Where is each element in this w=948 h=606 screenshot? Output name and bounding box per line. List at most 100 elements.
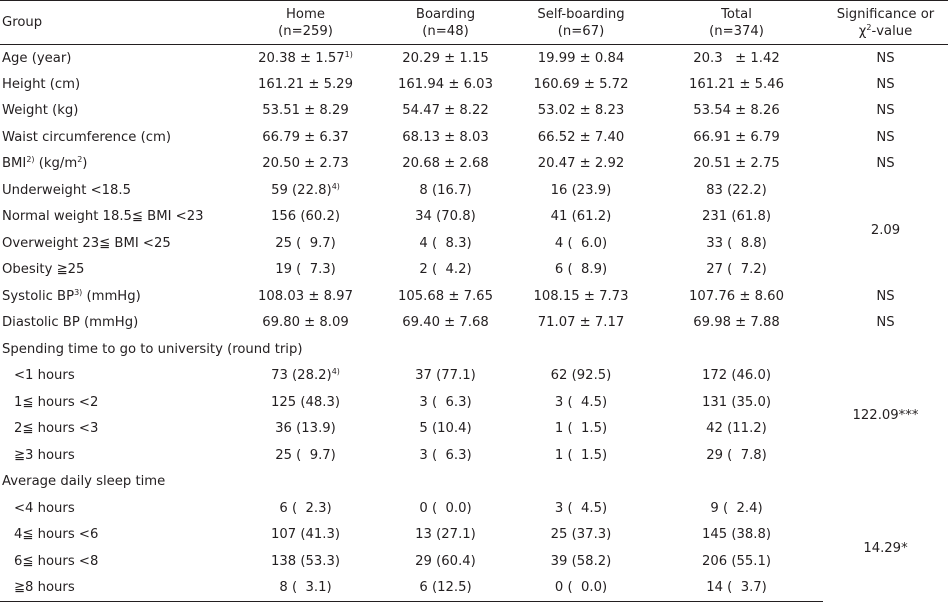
cell-significance-group: 122.09*** — [852, 408, 919, 423]
table-row: 6≦ hours <8 138 (53.3) 29 (60.4) 39 (58.2) 2… — [0, 548, 948, 575]
cell-boarding: 54.47 ± 8.22 — [379, 98, 512, 125]
header-sig-line1: Significance or — [836, 6, 935, 22]
cell-boarding-value: 20.68 ± 2.68 — [402, 156, 489, 172]
header-significance: Significance or χ2-value — [823, 0, 948, 45]
cell-total: 206 (55.1) — [650, 548, 823, 575]
cell-home: 69.80 ± 8.09 — [232, 310, 379, 337]
header-group: Group — [0, 0, 232, 45]
header-sig-sup: 2 — [866, 22, 872, 32]
cell-home: 108.03 ± 8.97 — [232, 283, 379, 310]
row-label: Underweight <18.5 — [2, 182, 131, 198]
row-label-label-mid: (kg/m — [34, 156, 78, 172]
header-sig-chi: χ — [858, 23, 867, 39]
row-label: 1≦ hours <2 — [14, 394, 99, 410]
header-row: Group Home (n=259) Boarding (n=48) Self-bo… — [0, 0, 948, 45]
cell-self-value: 39 (58.2) — [550, 553, 612, 569]
table-row: Spending time to go to university (round… — [0, 336, 948, 363]
cell-total-value: 161.21 ± 5.46 — [689, 76, 784, 92]
table-row: Underweight <18.5 59 (22.8)4) 8 (16.7) 16 (… — [0, 177, 948, 237]
cell-total: 42 (11.2) — [650, 416, 823, 443]
cell-home: 73 (28.2)4) — [232, 363, 379, 390]
header-sig-line2: χ2-value — [823, 23, 948, 40]
cell-total-value: 20.3 ± 1.42 — [693, 50, 780, 66]
table-row: <4 hours 6 ( 2.3) 0 ( 0.0) 3 ( 4.5) 9 ( 2.4)… — [0, 495, 948, 556]
cell-boarding-value: 2 ( 4.2) — [419, 262, 472, 278]
row-label-label-sup2: 2 — [77, 155, 83, 165]
cell-home-value: 125 (48.3) — [270, 394, 340, 410]
cell-boarding-value: 34 (70.8) — [415, 209, 476, 225]
cell-boarding: 8 (16.7) — [379, 177, 512, 204]
cell-self: 19.99 ± 0.84 — [512, 45, 650, 72]
cell-boarding: 68.13 ± 8.03 — [379, 124, 512, 151]
header-total-n: (n=374) — [709, 23, 764, 39]
cell-self-value: 25 (37.3) — [550, 527, 612, 543]
cell-self: 160.69 ± 5.72 — [512, 71, 650, 98]
table-row: 2≦ hours <3 36 (13.9) 5 (10.4) 1 ( 1.5) 42 (… — [0, 416, 948, 443]
cell-significance-group: 14.29* — [863, 540, 908, 556]
cell-self-value: 20.47 ± 2.92 — [537, 156, 625, 172]
row-label: 2≦ hours <3 — [14, 421, 99, 437]
cell-total: 145 (38.8) — [650, 522, 823, 549]
cell-home-value: 25 ( 9.7) — [275, 235, 336, 251]
cell-boarding-value: 105.68 ± 7.65 — [398, 288, 493, 304]
cell-home-value: 69.80 ± 8.09 — [262, 315, 349, 331]
cell-total-value: 172 (46.0) — [701, 368, 771, 384]
cell-total-value: 69.98 ± 7.88 — [693, 315, 780, 331]
cell-boarding-value: 3 ( 6.3) — [419, 394, 472, 410]
cell-boarding: 34 (70.8) — [379, 204, 512, 231]
cell-boarding: 3 ( 6.3) — [379, 389, 512, 416]
cell-total: 161.21 ± 5.46 — [650, 71, 823, 98]
table-row: Systolic BP3) (mmHg) 108.03 ± 8.97 105.68 … — [0, 283, 948, 310]
cell-boarding-value: 0 ( 0.0) — [419, 500, 472, 516]
cell-boarding-value: 4 ( 8.3) — [419, 235, 472, 251]
table-row: Height (cm) 161.21 ± 5.29 161.94 ± 6.03 160… — [0, 71, 948, 98]
table-row: 1≦ hours <2 125 (48.3) 3 ( 6.3) 3 ( 4.5) 131… — [0, 389, 948, 416]
cell-boarding-value: 6 (12.5) — [419, 580, 472, 595]
row-label: Normal weight 18.5≦ BMI <23 — [2, 209, 204, 225]
table-row: Average daily sleep time — [0, 469, 948, 496]
cell-boarding-value: 8 (16.7) — [419, 182, 472, 198]
row-label: BMI2) (kg/m2) — [0, 151, 232, 178]
cell-self: 41 (61.2) — [512, 204, 650, 231]
header-total: Total (n=374) — [650, 0, 823, 45]
cell-self-value: 160.69 ± 5.72 — [533, 76, 629, 92]
row-label: Height (cm) — [2, 76, 81, 92]
cell-total: 107.76 ± 8.60 — [650, 283, 823, 310]
cell-boarding: 2 ( 4.2) — [379, 257, 512, 284]
cell-self-value: 4 ( 6.0) — [554, 235, 608, 251]
cell-self: 4 ( 6.0) — [512, 230, 650, 257]
cell-boarding-value: 5 (10.4) — [419, 421, 472, 437]
cell-total-value: 9 ( 2.4) — [710, 500, 763, 516]
cell-self: 108.15 ± 7.73 — [512, 283, 650, 310]
cell-total-value: 27 ( 7.2) — [706, 262, 767, 278]
cell-home: 20.50 ± 2.73 — [232, 151, 379, 178]
cell-home-value: 36 (13.9) — [275, 421, 336, 437]
row-label-label-sup: 2) — [26, 155, 35, 165]
cell-significance: NS — [876, 50, 895, 66]
row-label-label-pre: Systolic BP — [2, 288, 75, 304]
cell-self-value: 66.52 ± 7.40 — [537, 129, 625, 145]
cell-home-value: 19 ( 7.3) — [275, 262, 336, 278]
cell-home: 138 (53.3) — [232, 548, 379, 575]
row-label: Age (year) — [2, 50, 72, 66]
cell-self-value: 3 ( 4.5) — [554, 500, 608, 516]
cell-home: 66.79 ± 6.37 — [232, 124, 379, 151]
header-home-label: Home — [286, 6, 325, 22]
header-boarding-label: Boarding — [415, 6, 476, 22]
cell-boarding: 0 ( 0.0) — [379, 495, 512, 522]
cell-boarding: 161.94 ± 6.03 — [379, 71, 512, 98]
table-row: 4≦ hours <6 107 (41.3) 13 (27.1) 25 (37.3) 1… — [0, 522, 948, 549]
cell-total-value: 131 (35.0) — [701, 394, 771, 410]
cell-home-value: 8 ( 3.1) — [279, 580, 332, 595]
cell-home-value: 161.21 ± 5.29 — [258, 76, 353, 92]
cell-total: 14 ( 3.7) — [650, 574, 823, 602]
cell-self: 25 (37.3) — [512, 522, 650, 549]
cell-total-value: 29 ( 7.8) — [706, 447, 767, 463]
cell-total-value: 107.76 ± 8.60 — [689, 288, 784, 304]
row-label: Diastolic BP (mmHg) — [2, 315, 139, 331]
cell-self-value: 41 (61.2) — [550, 209, 612, 225]
table-row: Overweight 23≦ BMI <25 25 ( 9.7) 4 ( 8.3) 4… — [0, 230, 948, 257]
cell-home: 8 ( 3.1) — [232, 574, 379, 602]
cell-boarding: 29 (60.4) — [379, 548, 512, 575]
